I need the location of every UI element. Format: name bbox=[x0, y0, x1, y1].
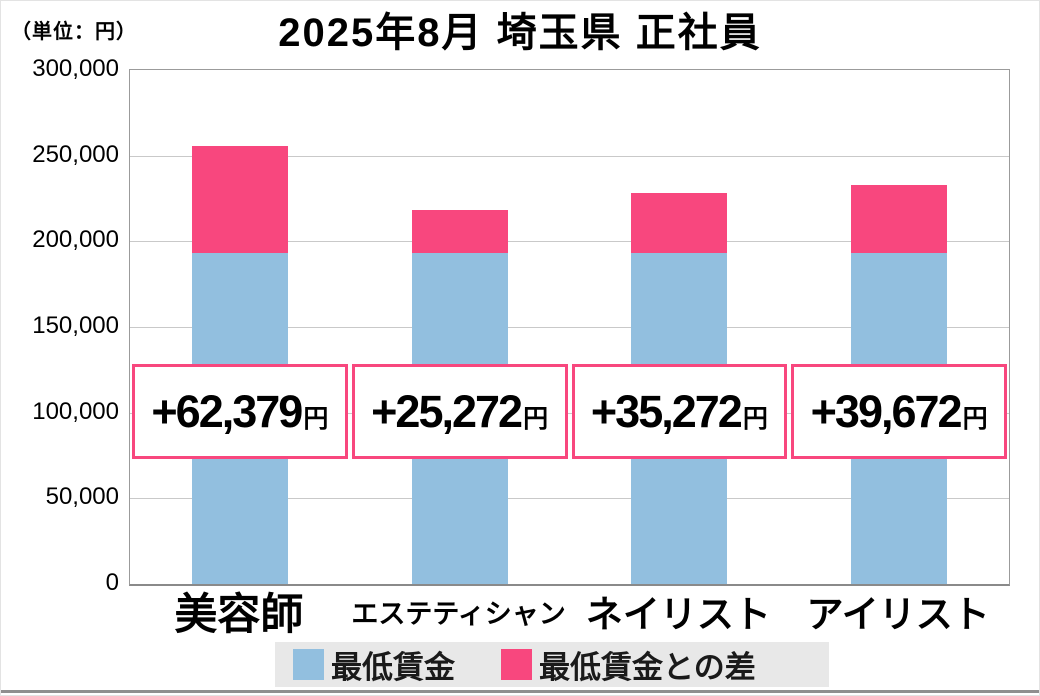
y-axis-tick-labels: 300,000 250,000 200,000 150,000 100,000 50,00… bbox=[1, 1, 119, 695]
y-tick-label: 50,000 bbox=[45, 483, 119, 511]
y-tick-label: 250,000 bbox=[32, 140, 119, 168]
bar-slots: +62,379 円 +25,272 円 +35,272 円 +39,672 円 bbox=[130, 70, 1009, 584]
callout-value: +25,272 bbox=[371, 386, 523, 437]
bar-group: +35,272 円 bbox=[570, 70, 790, 584]
y-tick-label: 150,000 bbox=[32, 312, 119, 339]
legend-label-difference: 最低賃金との差 bbox=[539, 650, 756, 685]
bar-segment-difference bbox=[191, 146, 288, 254]
x-axis-labels: 美容師 エステティシャン ネイリスト アイリスト bbox=[129, 587, 1008, 639]
callout-suffix: 円 bbox=[742, 405, 768, 433]
y-tick-label: 200,000 bbox=[32, 226, 119, 254]
bar-group: +25,272 円 bbox=[350, 70, 570, 584]
callout-suffix: 円 bbox=[962, 405, 988, 433]
bar-segment-difference bbox=[631, 192, 728, 254]
legend-item-min-wage: 最低賃金 bbox=[293, 642, 455, 687]
x-axis-label: ネイリスト bbox=[585, 594, 771, 635]
chart-title: 2025年8月 埼玉県 正社員 bbox=[278, 11, 762, 55]
callout-suffix: 円 bbox=[303, 405, 329, 433]
callout-box: +35,272 円 bbox=[571, 364, 788, 459]
legend-swatch-min-wage bbox=[293, 649, 324, 680]
y-tick-label: 100,000 bbox=[32, 397, 119, 425]
gridline bbox=[130, 498, 1009, 500]
x-axis-label: 美容師 bbox=[174, 591, 304, 639]
unit-label: （単位：円） bbox=[11, 21, 137, 43]
bar-group: +39,672 円 bbox=[789, 70, 1009, 584]
legend-label-min-wage: 最低賃金 bbox=[331, 650, 455, 685]
y-tick-label: 300,000 bbox=[32, 55, 119, 82]
gridline bbox=[130, 412, 1009, 414]
y-tick-label: 0 bbox=[105, 569, 119, 596]
x-axis-label: アイリスト bbox=[806, 594, 990, 635]
gridline bbox=[130, 241, 1009, 243]
callout-value: +35,272 bbox=[590, 386, 743, 437]
page-bottom-border bbox=[1, 690, 1039, 693]
callout-box: +62,379 円 bbox=[132, 364, 348, 459]
bar-segment-difference bbox=[411, 210, 508, 254]
callout-value: +62,379 bbox=[151, 386, 303, 437]
callout-box: +39,672 円 bbox=[791, 364, 1007, 459]
x-axis-label: エステティシャン bbox=[351, 598, 566, 629]
legend-item-difference: 最低賃金との差 bbox=[501, 642, 756, 687]
gridline bbox=[130, 327, 1009, 328]
bar-segment-difference bbox=[851, 185, 948, 254]
legend-swatch-difference bbox=[501, 649, 532, 680]
callout-box: +25,272 円 bbox=[351, 364, 568, 459]
plot-area: +62,379 円 +25,272 円 +35,272 円 +39,672 円 bbox=[129, 69, 1010, 586]
legend: 最低賃金 最低賃金との差 bbox=[275, 642, 829, 687]
callout-value: +39,672 bbox=[810, 386, 963, 437]
gridline bbox=[130, 155, 1009, 157]
bar-group: +62,379 円 bbox=[130, 70, 350, 584]
callout-suffix: 円 bbox=[523, 405, 549, 433]
